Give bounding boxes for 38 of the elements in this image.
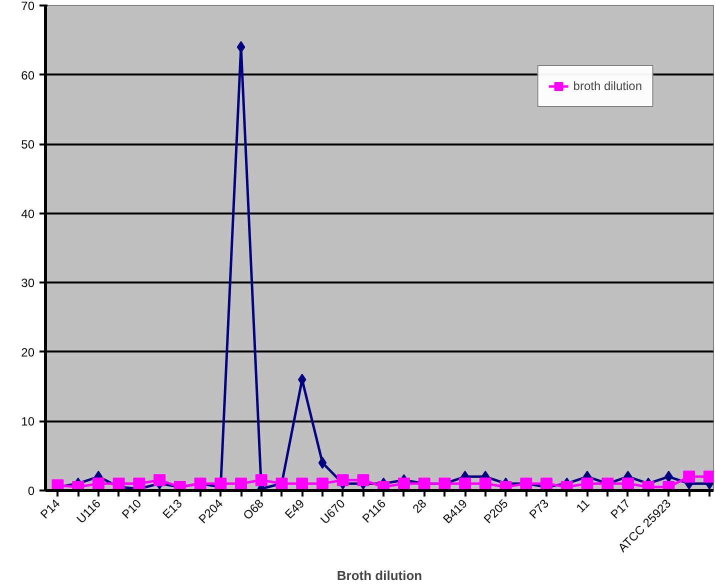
x-tick-label: E13 xyxy=(160,496,186,522)
point xyxy=(622,478,634,490)
point xyxy=(296,478,308,490)
point xyxy=(235,478,248,490)
y-tick-label: 50 xyxy=(21,138,35,152)
y-tick-label: 60 xyxy=(21,68,35,82)
point xyxy=(214,478,227,490)
x-tick-label: P17 xyxy=(608,496,634,522)
y-tick-label: 0 xyxy=(28,484,35,498)
point xyxy=(479,478,492,490)
point xyxy=(133,478,146,490)
point xyxy=(318,456,327,469)
point xyxy=(540,478,552,490)
legend-label: broth dilution xyxy=(573,79,642,93)
point xyxy=(336,474,349,486)
x-tick-label: P14 xyxy=(38,496,63,522)
point xyxy=(398,478,410,490)
y-tick-label: 10 xyxy=(21,414,35,429)
y-tick-label: 30 xyxy=(21,276,35,290)
y-tick-label: 40 xyxy=(21,206,35,221)
point xyxy=(92,478,104,490)
x-tick-label: 28 xyxy=(410,496,430,516)
point xyxy=(459,478,472,490)
y-tick-label: 20 xyxy=(21,345,35,360)
point xyxy=(683,470,696,483)
point xyxy=(316,478,328,490)
y-tick-label: 70 xyxy=(21,0,35,13)
x-tick-label: P73 xyxy=(526,496,552,522)
point xyxy=(357,474,370,486)
point xyxy=(154,474,166,486)
point xyxy=(255,474,268,486)
point xyxy=(112,478,125,490)
x-tick-label: P10 xyxy=(119,496,144,522)
x-tick-label: O68 xyxy=(240,496,267,522)
x-axis-title: Broth dilution xyxy=(336,568,422,583)
point xyxy=(581,478,594,490)
x-tick-label: E49 xyxy=(282,496,308,522)
x-tick-label: 11 xyxy=(573,496,592,516)
